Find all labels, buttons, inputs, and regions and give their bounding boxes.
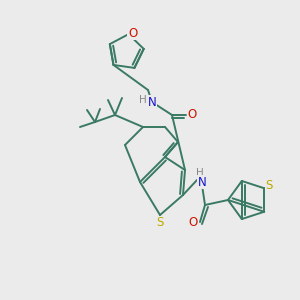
- Text: S: S: [156, 217, 164, 230]
- Text: S: S: [266, 179, 273, 192]
- Text: H: H: [139, 95, 147, 105]
- Text: N: N: [198, 176, 206, 188]
- Text: O: O: [128, 27, 137, 40]
- Text: O: O: [188, 215, 198, 229]
- Text: N: N: [148, 95, 156, 109]
- Text: O: O: [188, 109, 196, 122]
- Text: H: H: [196, 168, 204, 178]
